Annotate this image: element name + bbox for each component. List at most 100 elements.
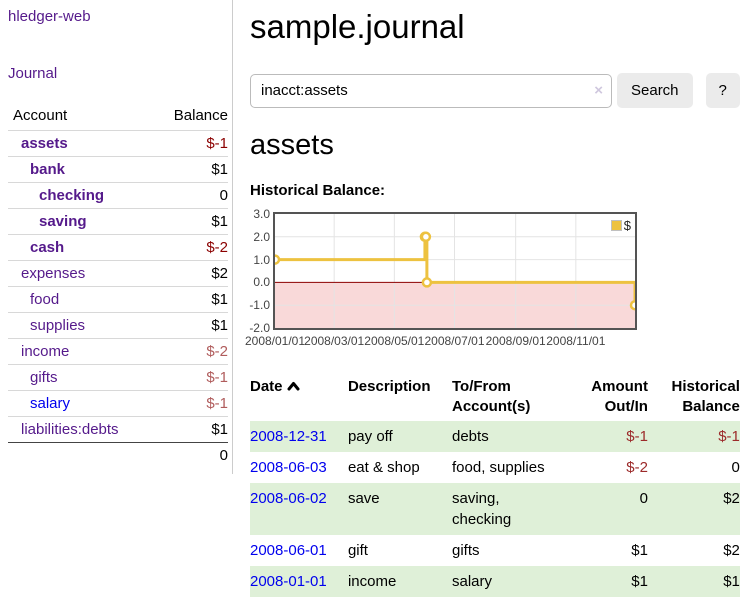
transaction-date-cell: 2008-06-02 — [250, 483, 348, 535]
accounts-header-balance: Balance — [173, 107, 228, 124]
account-row: bank $1 — [8, 156, 228, 183]
account-link-gifts[interactable]: gifts — [30, 369, 58, 386]
account-balance: $2 — [155, 260, 228, 287]
legend-swatch-icon — [610, 220, 622, 231]
accounts-header-account: Account — [13, 107, 68, 124]
account-heading: assets — [250, 129, 334, 161]
accounts-table: Account Balance assets $-1 bank $1 checking 0… — [8, 103, 228, 468]
transaction-description-cell: save — [347, 490, 380, 507]
account-balance: $-1 — [155, 390, 228, 417]
accounts-header-row: Account Balance — [8, 103, 228, 131]
help-button[interactable]: ? — [705, 73, 740, 108]
x-tick-label: 2008/09/01 — [485, 334, 546, 348]
search-wrap: × — [250, 73, 612, 108]
account-link-supplies[interactable]: supplies — [30, 317, 86, 334]
account-link-salary[interactable]: salary — [30, 395, 71, 412]
transaction-amount-cell: $1 — [631, 542, 648, 559]
search-input[interactable] — [250, 73, 612, 108]
x-tick-label: 2008/01/01 — [244, 334, 306, 348]
account-row: supplies $1 — [8, 312, 228, 339]
transaction-description-cell: pay off — [347, 428, 393, 445]
y-tick-label: -1.0 — [249, 298, 270, 313]
transaction-date-link[interactable]: 2008-06-03 — [250, 459, 327, 476]
account-balance: $-2 — [155, 338, 228, 365]
account-row: assets $-1 — [8, 130, 228, 157]
transaction-accounts-cell: saving, checking — [452, 490, 512, 528]
chart-title: Historical Balance: — [250, 182, 386, 199]
main-content: sample.journal × Search ? assets Histori… — [233, 0, 742, 597]
x-tick-label: 2008/05/01 — [364, 334, 425, 348]
x-tick-label: 2008/07/01 — [424, 334, 485, 348]
account-link-saving[interactable]: saving — [39, 213, 87, 230]
account-link-bank[interactable]: bank — [30, 161, 66, 178]
register-header-accounts: To/From Account(s) — [452, 378, 531, 415]
account-row: income $-2 — [8, 338, 228, 365]
sidebar-nav: Journal — [8, 65, 228, 82]
register-header-row: Date Description To/From Account(s) Amou… — [250, 374, 740, 421]
transaction-date-cell: 2008-06-03 — [250, 452, 348, 483]
x-tick-label: 2008/11/01 — [546, 334, 606, 348]
account-row: gifts $-1 — [8, 364, 228, 391]
transaction-row[interactable]: 2008-06-01 gift gifts $1 $2 — [250, 535, 740, 566]
transaction-date-cell: 2008-06-01 — [250, 535, 348, 566]
transaction-row[interactable]: 2008-06-02 save saving, checking 0 $2 — [250, 483, 740, 535]
account-link-income[interactable]: income — [21, 343, 70, 360]
account-balance: $1 — [155, 156, 228, 183]
account-row: checking 0 — [8, 182, 228, 209]
transaction-description-cell: eat & shop — [347, 459, 420, 476]
account-link-cash[interactable]: cash — [30, 239, 65, 256]
account-link-liabilities-debts[interactable]: liabilities:debts — [21, 421, 119, 438]
transaction-balance-cell: 0 — [731, 459, 740, 476]
transaction-description-cell: gift — [347, 542, 368, 559]
page-title: sample.journal — [250, 8, 465, 45]
accounts-total-row: 0 — [8, 442, 228, 468]
y-tick-label: 3.0 — [253, 207, 270, 221]
account-row: salary $-1 — [8, 390, 228, 417]
x-tick-label: 2008/03/01 — [304, 334, 365, 348]
account-link-food[interactable]: food — [30, 291, 60, 308]
transaction-date-cell: 2008-12-31 — [250, 421, 348, 452]
account-row: liabilities:debts $1 — [8, 416, 228, 443]
transaction-date-link[interactable]: 2008-06-02 — [250, 490, 327, 507]
account-row: food $1 — [8, 286, 228, 313]
transaction-date-link[interactable]: 2008-12-31 — [250, 428, 327, 445]
search-button[interactable]: Search — [617, 73, 693, 108]
brand-link[interactable]: hledger-web — [8, 8, 91, 25]
account-link-checking[interactable]: checking — [39, 187, 105, 204]
sort-ascending-icon — [287, 378, 300, 395]
transaction-balance-cell: $-1 — [718, 428, 740, 445]
account-balance: $1 — [155, 416, 228, 443]
transaction-amount-cell: $-1 — [626, 428, 648, 445]
account-balance: $-2 — [155, 234, 228, 261]
y-tick-label: -2.0 — [249, 321, 270, 335]
register-header-date[interactable]: Date — [250, 374, 348, 421]
transaction-date-link[interactable]: 2008-06-01 — [250, 542, 327, 559]
y-tick-label: 1.0 — [253, 252, 270, 267]
search-form: × Search ? — [250, 73, 740, 108]
transaction-row[interactable]: 2008-12-31 pay off debts $-1 $-1 — [250, 421, 740, 452]
y-tick-label: 0.0 — [253, 275, 270, 290]
account-balance: 0 — [155, 182, 228, 209]
chart-canvas — [275, 214, 635, 328]
account-link-expenses[interactable]: expenses — [21, 265, 86, 282]
chart-plot-area: $ — [273, 212, 637, 330]
account-balance: $-1 — [155, 364, 228, 391]
total-spacer — [8, 442, 156, 468]
transaction-accounts-cell: food, supplies — [452, 459, 545, 476]
register-header-amount: Amount Out/In — [591, 378, 648, 415]
transaction-amount-cell: 0 — [639, 490, 648, 507]
sidebar-item-journal[interactable]: Journal — [8, 65, 58, 82]
transaction-balance-cell: $2 — [723, 542, 740, 559]
account-link-assets[interactable]: assets — [21, 135, 68, 152]
chart-legend: $ — [610, 218, 631, 233]
account-balance: $-1 — [155, 130, 228, 157]
y-tick-label: 2.0 — [253, 229, 270, 244]
account-balance: $1 — [155, 208, 228, 235]
transaction-accounts-cell: debts — [452, 428, 489, 445]
historical-balance-chart: $ 3.0 2.0 1.0 0.0 -1.0 -2.0 2008/01/01 2008/03… — [245, 207, 740, 352]
transaction-row[interactable]: 2008-06-03 eat & shop food, supplies $-2 0 — [250, 452, 740, 483]
register-header-balance: Historical Balance — [671, 378, 740, 415]
clear-search-icon[interactable]: × — [594, 81, 603, 99]
accounts-total-value: 0 — [155, 442, 228, 468]
